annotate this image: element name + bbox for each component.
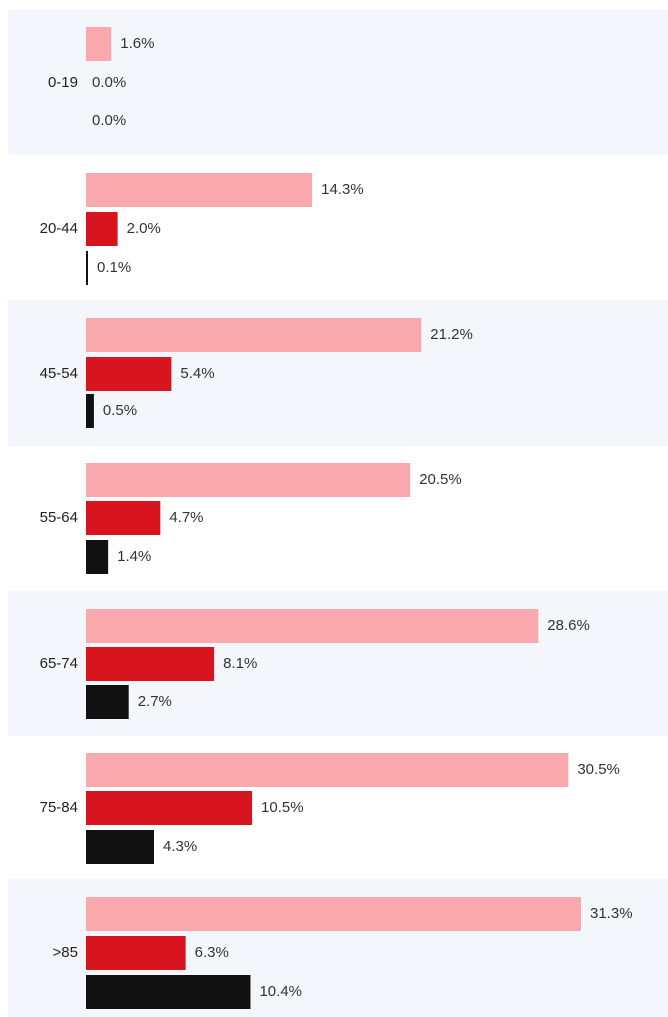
- category-label: 45-54: [40, 365, 78, 382]
- category-label: 0-19: [48, 74, 78, 91]
- data-label: 4.3%: [163, 838, 197, 855]
- data-label: 21.2%: [430, 326, 473, 343]
- data-label: 5.4%: [180, 365, 214, 382]
- data-label: 8.1%: [223, 655, 257, 672]
- data-label: 4.7%: [169, 509, 203, 526]
- data-label: 0.0%: [92, 112, 126, 129]
- data-label: 2.0%: [127, 220, 161, 237]
- bar: [86, 685, 129, 719]
- category-label: 55-64: [40, 509, 78, 526]
- bar: [86, 609, 539, 643]
- bar: [86, 251, 88, 285]
- bar: [86, 357, 172, 391]
- bar: [86, 318, 422, 352]
- bar: [86, 394, 94, 428]
- category-label: >85: [53, 944, 78, 961]
- data-label: 1.4%: [117, 548, 151, 565]
- bar: [86, 791, 253, 825]
- data-label: 30.5%: [577, 761, 620, 778]
- bar: [86, 830, 155, 864]
- bar: [86, 540, 109, 574]
- category-label: 20-44: [40, 220, 78, 237]
- bar: [86, 975, 251, 1009]
- data-label: 6.3%: [195, 944, 229, 961]
- bar: [86, 173, 313, 207]
- data-label: 20.5%: [419, 471, 462, 488]
- bar: [86, 501, 161, 535]
- bar: [86, 897, 581, 931]
- data-label: 10.5%: [261, 799, 304, 816]
- category-label: 65-74: [40, 655, 78, 672]
- data-label: 14.3%: [321, 181, 364, 198]
- bar: [86, 936, 186, 970]
- data-label: 0.0%: [92, 74, 126, 91]
- bar: [86, 212, 118, 246]
- category-band: [8, 10, 668, 155]
- bar: [86, 647, 215, 681]
- data-label: 10.4%: [259, 983, 302, 1000]
- data-label: 0.5%: [103, 402, 137, 419]
- category-label: 75-84: [40, 799, 78, 816]
- data-label: 0.1%: [97, 259, 131, 276]
- data-label: 1.6%: [120, 35, 154, 52]
- bar: [86, 463, 411, 497]
- data-label: 2.7%: [138, 693, 172, 710]
- data-label: 28.6%: [547, 617, 590, 634]
- bar: [86, 753, 569, 787]
- bar: [86, 27, 112, 61]
- data-label: 31.3%: [590, 905, 633, 922]
